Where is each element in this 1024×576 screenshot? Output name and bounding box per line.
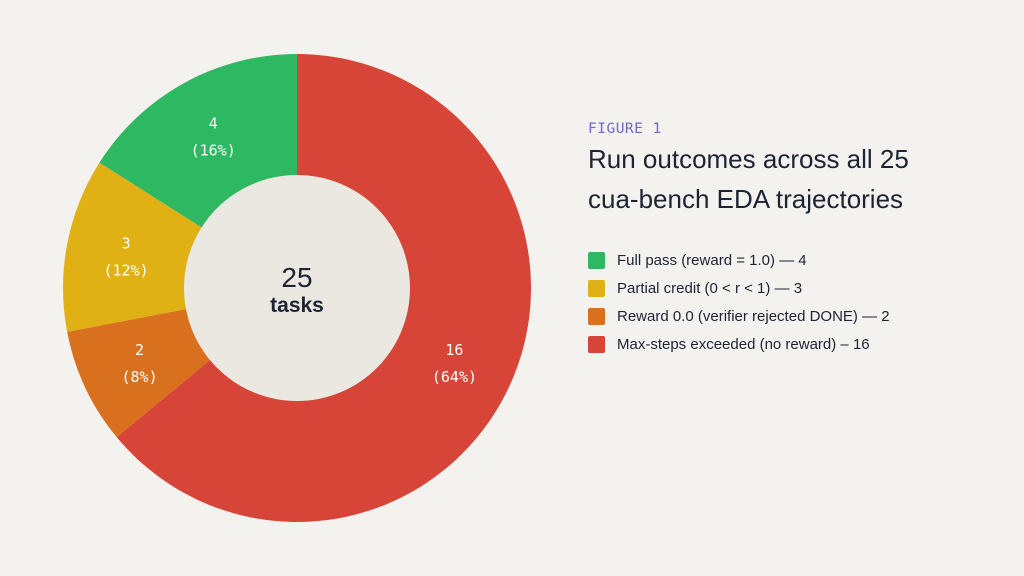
slice-label-value-3: 4 [209,115,218,133]
slice-label-value-1: 2 [135,341,144,359]
legend-label: Full pass (reward = 1.0) — 4 [617,251,807,269]
legend: Full pass (reward = 1.0) — 4 Partial cre… [588,246,1008,358]
figure-panel: FIGURE 1 Run outcomes across all 25 cua-… [588,121,1008,358]
legend-swatch [588,335,605,353]
legend-swatch [588,307,605,325]
slice-label-value-2: 3 [122,234,131,252]
slice-labels: 16 (64%) 2 (8%) 3 (12%) 4 (16%) [104,115,478,387]
center-total-unit: tasks [270,294,324,317]
slice-label-value-0: 16 [445,341,463,359]
legend-swatch [588,279,605,297]
legend-item-max-steps: Max-steps exceeded (no reward) – 16 [588,330,1008,358]
legend-label: Max-steps exceeded (no reward) – 16 [617,335,870,353]
figure-kicker: FIGURE 1 [588,121,662,137]
legend-item-reward-zero: Reward 0.0 (verifier rejected DONE) — 2 [588,302,1008,330]
center-total-value: 25 [281,262,312,293]
slice-label-percent-2: (12%) [104,261,149,279]
donut-chart: 25 tasks 16 (64%) 2 (8%) 3 (12%) 4 (16%) [62,54,531,522]
legend-swatch [588,251,605,269]
slice-label-percent-0: (64%) [432,368,477,386]
slice-label-percent-3: (16%) [191,142,236,160]
figure-title-line-1: Run outcomes across all 25 [588,144,909,174]
figure-title-line-2: cua-bench EDA trajectories [588,184,904,214]
legend-item-partial-credit: Partial credit (0 < r < 1) — 3 [588,274,1008,302]
figure-title: Run outcomes across all 25 cua-bench EDA… [588,139,1008,219]
legend-label: Partial credit (0 < r < 1) — 3 [617,279,803,297]
slice-label-percent-1: (8%) [121,368,157,386]
legend-item-full-pass: Full pass (reward = 1.0) — 4 [588,246,1008,274]
donut-center [184,175,410,401]
legend-label: Reward 0.0 (verifier rejected DONE) — 2 [617,307,890,325]
